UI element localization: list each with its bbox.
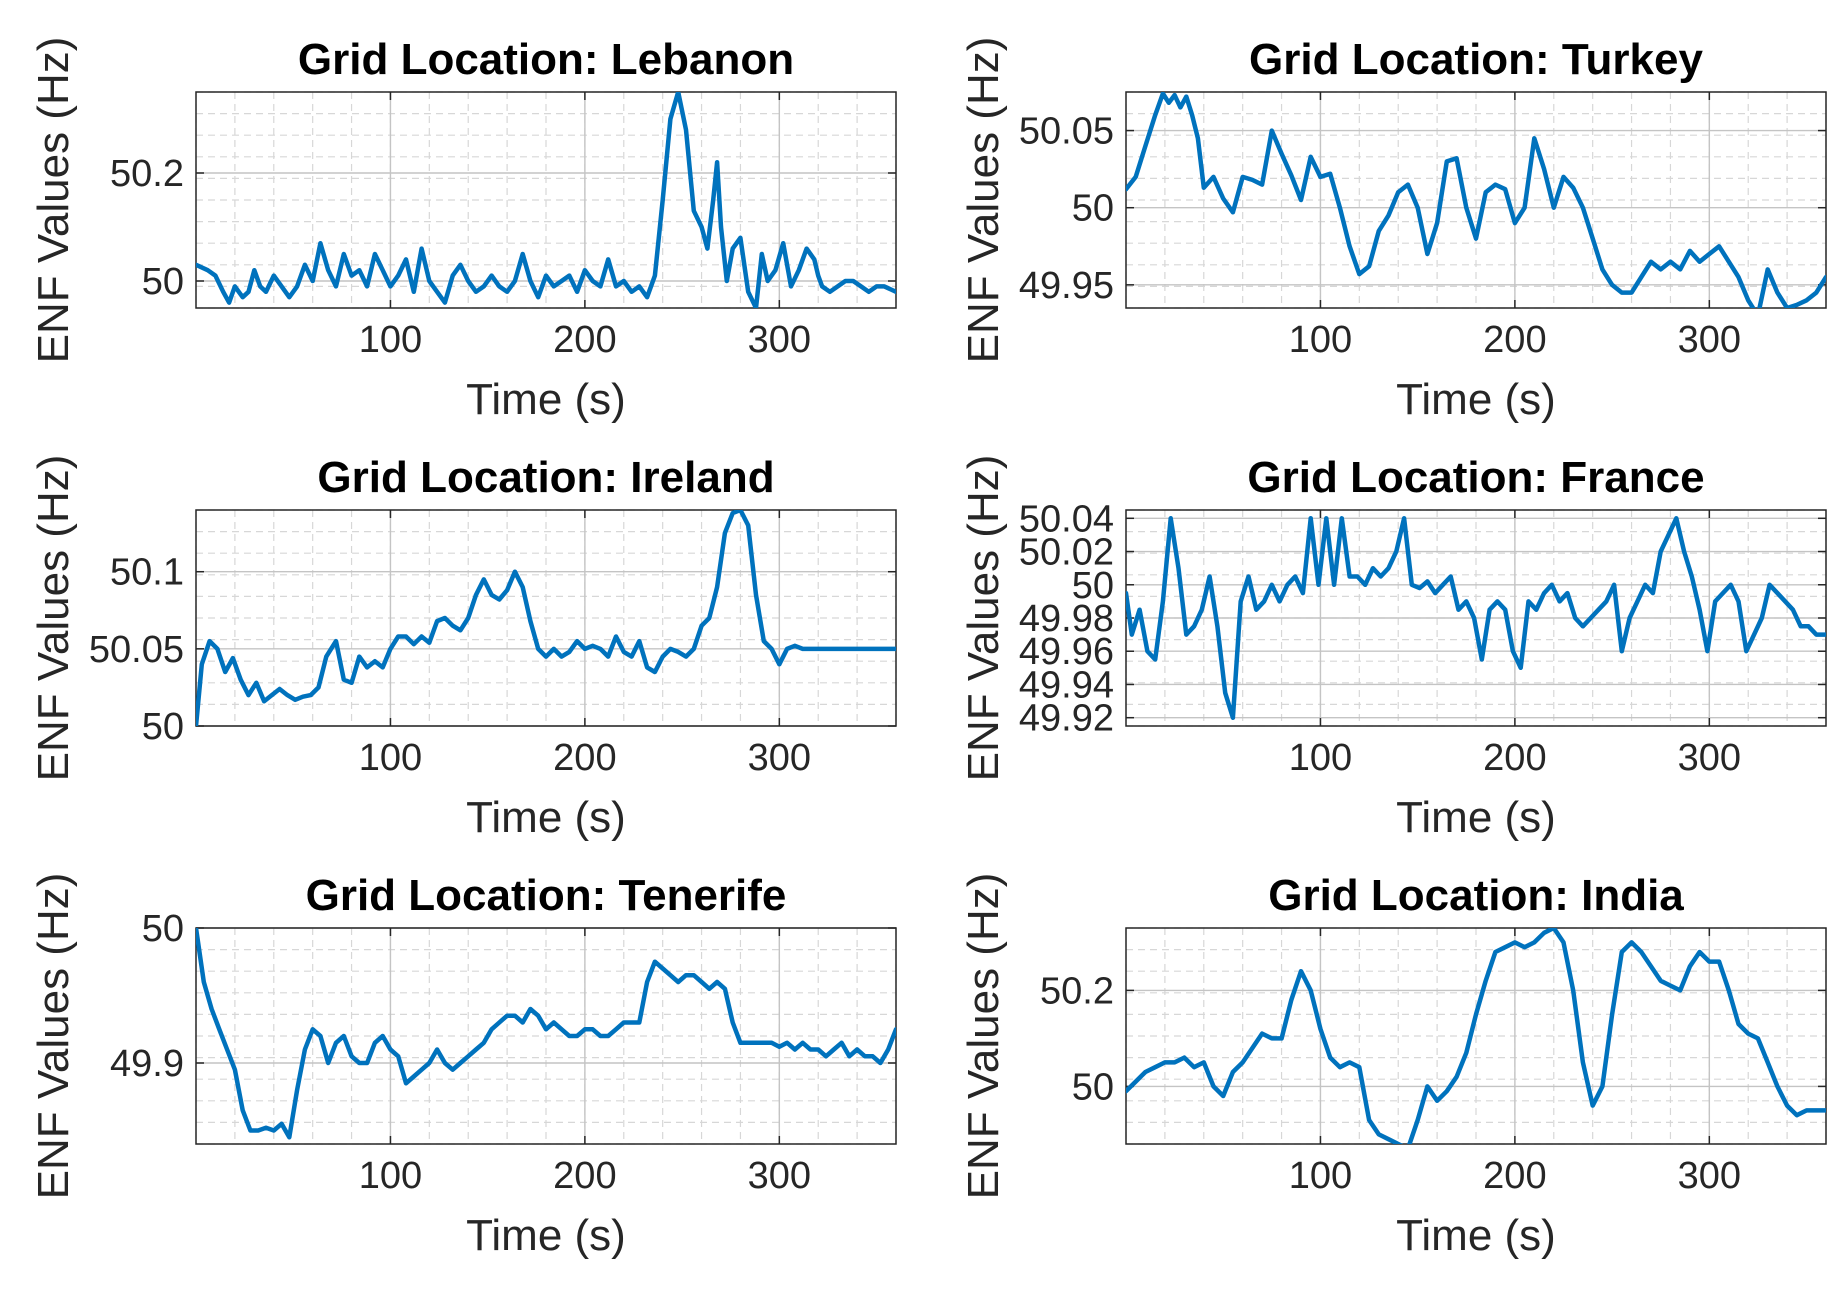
x-tick-label: 200 <box>1483 319 1546 361</box>
subplot-5: 100 200 300 50 50.2 Grid Location: India Time … <box>959 871 1827 1260</box>
chart-title: Grid Location: Tenerife <box>306 871 787 920</box>
y-tick-label: 49.96 <box>1019 631 1114 673</box>
x-tick-label: 200 <box>1483 737 1546 779</box>
chart-title: Grid Location: France <box>1247 453 1704 502</box>
y-axis-label: ENF Values (Hz) <box>29 873 78 1200</box>
series-line <box>196 92 896 308</box>
subplot-0: 100 200 300 50 50.2 Grid Location: Lebanon Tim… <box>29 35 897 424</box>
x-tick-label: 300 <box>1678 319 1741 361</box>
y-axis-label: ENF Values (Hz) <box>29 37 78 364</box>
y-axis-label: ENF Values (Hz) <box>29 455 78 782</box>
axes-box <box>1125 927 1827 1145</box>
y-tick-label: 50.05 <box>89 629 184 671</box>
x-tick-label: 200 <box>553 737 616 779</box>
x-axis-label: Time (s) <box>1396 793 1556 842</box>
series-line <box>1126 92 1826 308</box>
x-tick-label: 100 <box>359 737 422 779</box>
x-tick-label: 300 <box>748 319 811 361</box>
y-tick-label: 50 <box>142 706 184 748</box>
axes-box <box>195 91 897 309</box>
series-line <box>196 928 896 1140</box>
y-tick-label: 50.1 <box>110 552 184 594</box>
y-tick-label: 50.2 <box>1040 970 1114 1012</box>
series-line <box>196 510 896 726</box>
x-tick-label: 300 <box>1678 737 1741 779</box>
y-tick-label: 50.05 <box>1019 111 1114 153</box>
x-tick-label: 200 <box>553 1155 616 1197</box>
axes-box <box>195 927 897 1145</box>
grid <box>195 927 897 1145</box>
y-axis-label: ENF Values (Hz) <box>959 37 1008 364</box>
series-line <box>1126 516 1826 720</box>
y-tick-label: 49.94 <box>1019 664 1114 706</box>
subplot-4: 100 200 300 49.9 50 Grid Location: Tenerife Ti… <box>29 871 897 1260</box>
x-axis-label: Time (s) <box>466 793 626 842</box>
y-tick-label: 50.04 <box>1019 498 1114 540</box>
y-tick-label: 50.2 <box>110 153 184 195</box>
chart-title: Grid Location: Lebanon <box>298 35 794 84</box>
series-line <box>1126 928 1826 1144</box>
x-axis-label: Time (s) <box>1396 1211 1556 1260</box>
x-tick-label: 100 <box>359 1155 422 1197</box>
x-axis-label: Time (s) <box>466 375 626 424</box>
y-tick-label: 50 <box>1072 565 1114 607</box>
x-axis-label: Time (s) <box>466 1211 626 1260</box>
axes-box <box>195 509 897 727</box>
y-axis-label: ENF Values (Hz) <box>959 455 1008 782</box>
subplot-3: 100 200 300 49.9249.9449.9649.985050.0250.0… <box>959 453 1827 842</box>
grid <box>1125 91 1827 309</box>
y-tick-label: 49.95 <box>1019 265 1114 307</box>
y-tick-label: 50 <box>1072 1066 1114 1108</box>
chart-title: Grid Location: Ireland <box>317 453 774 502</box>
y-axis-label: ENF Values (Hz) <box>959 873 1008 1200</box>
x-tick-label: 300 <box>748 1155 811 1197</box>
y-tick-label: 49.9 <box>110 1043 184 1085</box>
x-tick-label: 100 <box>1289 319 1352 361</box>
axes-box <box>1125 91 1827 309</box>
grid <box>195 509 897 727</box>
x-tick-label: 200 <box>553 319 616 361</box>
subplot-1: 100 200 300 49.95 50 50.05 Grid Location: Turk… <box>959 35 1827 424</box>
subplot-2: 100 200 300 50 50.05 50.1 Grid Location: Irela… <box>29 453 897 842</box>
x-tick-label: 100 <box>1289 1155 1352 1197</box>
x-tick-label: 300 <box>748 737 811 779</box>
x-tick-label: 100 <box>359 319 422 361</box>
y-tick-label: 49.92 <box>1019 698 1114 740</box>
x-tick-label: 200 <box>1483 1155 1546 1197</box>
y-tick-label: 50 <box>142 908 184 950</box>
y-tick-label: 50 <box>1072 188 1114 230</box>
x-axis-label: Time (s) <box>1396 375 1556 424</box>
y-tick-label: 50.02 <box>1019 532 1114 574</box>
x-tick-label: 100 <box>1289 737 1352 779</box>
x-tick-label: 300 <box>1678 1155 1741 1197</box>
y-tick-label: 50 <box>142 261 184 303</box>
chart-title: Grid Location: India <box>1268 871 1684 920</box>
y-tick-label: 49.98 <box>1019 598 1114 640</box>
chart-title: Grid Location: Turkey <box>1249 35 1703 84</box>
